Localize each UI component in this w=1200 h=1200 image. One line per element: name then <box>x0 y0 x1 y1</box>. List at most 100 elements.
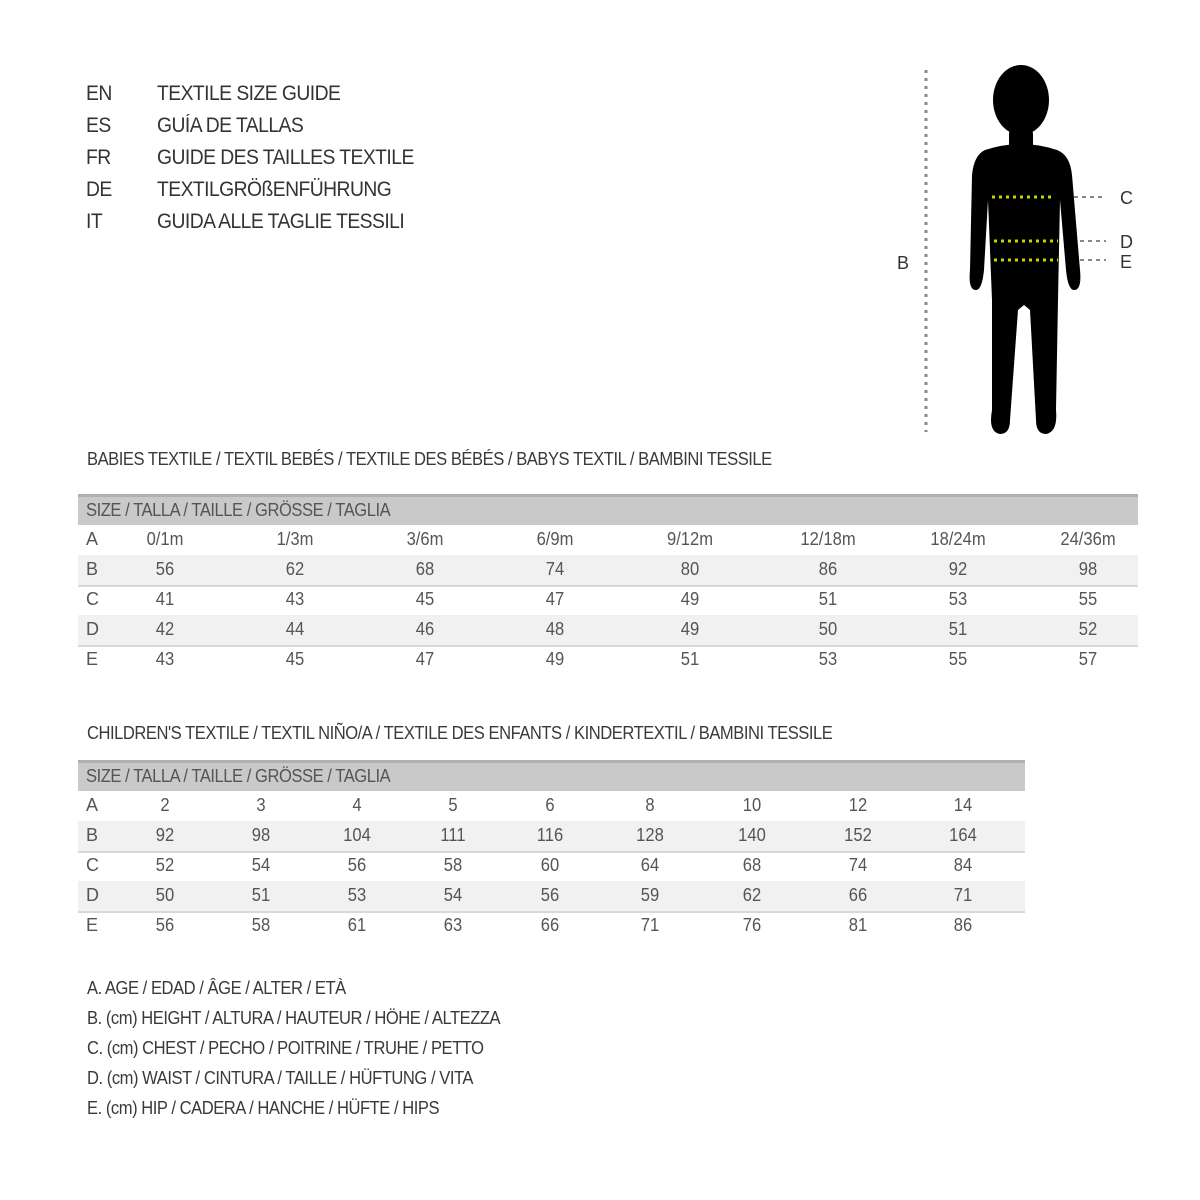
table-cell: 44 <box>285 619 305 639</box>
table-row: C 52 54 56 58 60 64 68 74 84 <box>78 851 1025 883</box>
table-cell: 51 <box>251 885 271 905</box>
table-cell: 48 <box>545 619 565 639</box>
table-cell: 71 <box>953 885 973 905</box>
label-d: D <box>1120 232 1133 252</box>
title-lang-code: FR <box>86 146 111 169</box>
title-lang-code: ES <box>86 114 111 137</box>
table-cell: 3/6m <box>406 529 444 549</box>
table-cell: 49 <box>680 589 700 609</box>
table-cell: 4 <box>352 795 362 815</box>
title-text: TEXTILE SIZE GUIDE <box>157 82 341 105</box>
table-cell: 3 <box>256 795 266 815</box>
table-cell: 74 <box>545 559 565 579</box>
title-lang-code: EN <box>86 82 112 105</box>
table-cell: 92 <box>155 825 175 845</box>
table-cell: 49 <box>545 649 565 669</box>
table-cell: 55 <box>1078 589 1098 609</box>
title-lang-code: IT <box>86 210 103 233</box>
title-text: TEXTILGRÖßENFÜHRUNG <box>157 178 392 201</box>
table-cell: 60 <box>540 855 560 875</box>
table-cell: 52 <box>155 855 175 875</box>
table-cell: 54 <box>443 885 463 905</box>
title-text: GUIDE DES TAILLES TEXTILE <box>157 146 414 169</box>
table-row: A 2 3 4 5 6 8 10 12 14 <box>78 791 1025 821</box>
table-cell: 18/24m <box>930 529 986 549</box>
table-cell: 140 <box>738 825 766 845</box>
table-cell: 92 <box>948 559 968 579</box>
table-header: SIZE / TALLA / TAILLE / GRÖSSE / TAGLIA <box>78 760 1025 791</box>
table-cell: 55 <box>948 649 968 669</box>
table-row: E 56 58 61 63 66 71 76 81 86 <box>78 911 1025 941</box>
table-cell: 104 <box>343 825 371 845</box>
title-text: GUIDA ALLE TAGLIE TESSILI <box>157 210 405 233</box>
table-cell: 9/12m <box>666 529 714 549</box>
row-label: E <box>86 915 99 935</box>
row-label: B <box>86 559 99 579</box>
table-cell: 68 <box>742 855 762 875</box>
legend-item: A. AGE / EDAD / ÂGE / ALTER / ETÀ <box>87 978 346 998</box>
table-cell: 0/1m <box>146 529 184 549</box>
table-cell: 80 <box>680 559 700 579</box>
table-cell: 128 <box>636 825 664 845</box>
table-cell: 43 <box>155 649 175 669</box>
table-cell: 56 <box>540 885 560 905</box>
table-cell: 49 <box>680 619 700 639</box>
table-cell: 76 <box>742 915 762 935</box>
row-label: C <box>86 589 99 609</box>
table-cell: 116 <box>536 825 564 845</box>
table-cell: 8 <box>645 795 655 815</box>
babies-table-title: BABIES TEXTILE / TEXTIL BEBÉS / TEXTILE … <box>87 449 772 469</box>
table-cell: 46 <box>415 619 435 639</box>
table-cell: 64 <box>640 855 660 875</box>
table-cell: 50 <box>818 619 838 639</box>
children-table-title: CHILDREN'S TEXTILE / TEXTIL NIÑO/A / TEX… <box>87 723 833 743</box>
table-row: A 0/1m 1/3m 3/6m 6/9m 9/12m 12/18m 18/24m 24/36m <box>78 525 1138 555</box>
table-cell: 86 <box>953 915 973 935</box>
table-row: C 41 43 45 47 49 51 53 55 <box>78 585 1138 617</box>
table-row: D 42 44 46 48 49 50 51 52 <box>78 615 1138 647</box>
table-cell: 98 <box>1078 559 1098 579</box>
table-cell: 53 <box>347 885 367 905</box>
table-cell: 5 <box>448 795 458 815</box>
table-cell: 1/3m <box>276 529 314 549</box>
table-cell: 14 <box>953 795 973 815</box>
table-cell: 84 <box>953 855 973 875</box>
table-cell: 98 <box>251 825 271 845</box>
table-cell: 164 <box>949 825 977 845</box>
table-cell: 54 <box>251 855 271 875</box>
child-silhouette-icon <box>969 65 1081 434</box>
table-cell: 71 <box>640 915 660 935</box>
table-cell: 12 <box>848 795 868 815</box>
table-cell: 50 <box>155 885 175 905</box>
row-label: A <box>86 529 99 549</box>
table-cell: 61 <box>347 915 367 935</box>
legend-item: E. (cm) HIP / CADERA / HANCHE / HÜFTE / … <box>87 1098 440 1118</box>
table-cell: 62 <box>742 885 762 905</box>
row-label: C <box>86 855 99 875</box>
table-cell: 111 <box>440 825 466 845</box>
table-cell: 43 <box>285 589 305 609</box>
table-cell: 52 <box>1078 619 1098 639</box>
table-cell: 86 <box>818 559 838 579</box>
title-lang-code: DE <box>86 178 112 201</box>
table-cell: 53 <box>818 649 838 669</box>
row-label: B <box>86 825 99 845</box>
table-row: D 50 51 53 54 56 59 62 66 71 <box>78 881 1025 913</box>
table-cell: 51 <box>818 589 838 609</box>
table-cell: 63 <box>443 915 463 935</box>
table-cell: 68 <box>415 559 435 579</box>
row-label: E <box>86 649 99 669</box>
header-label: SIZE / TALLA / TAILLE / GRÖSSE / TAGLIA <box>86 766 391 786</box>
table-row: B 92 98 104 111 116 128 140 152 164 <box>78 821 1025 853</box>
table-cell: 53 <box>948 589 968 609</box>
table-cell: 6 <box>545 795 555 815</box>
table-cell: 59 <box>640 885 660 905</box>
table-cell: 6/9m <box>536 529 574 549</box>
table-cell: 81 <box>848 915 868 935</box>
table-cell: 24/36m <box>1060 529 1116 549</box>
table-cell: 152 <box>844 825 872 845</box>
table-cell: 56 <box>155 915 175 935</box>
table-cell: 56 <box>347 855 367 875</box>
legend-item: B. (cm) HEIGHT / ALTURA / HAUTEUR / HÖHE… <box>87 1008 501 1028</box>
row-label: D <box>86 619 99 639</box>
